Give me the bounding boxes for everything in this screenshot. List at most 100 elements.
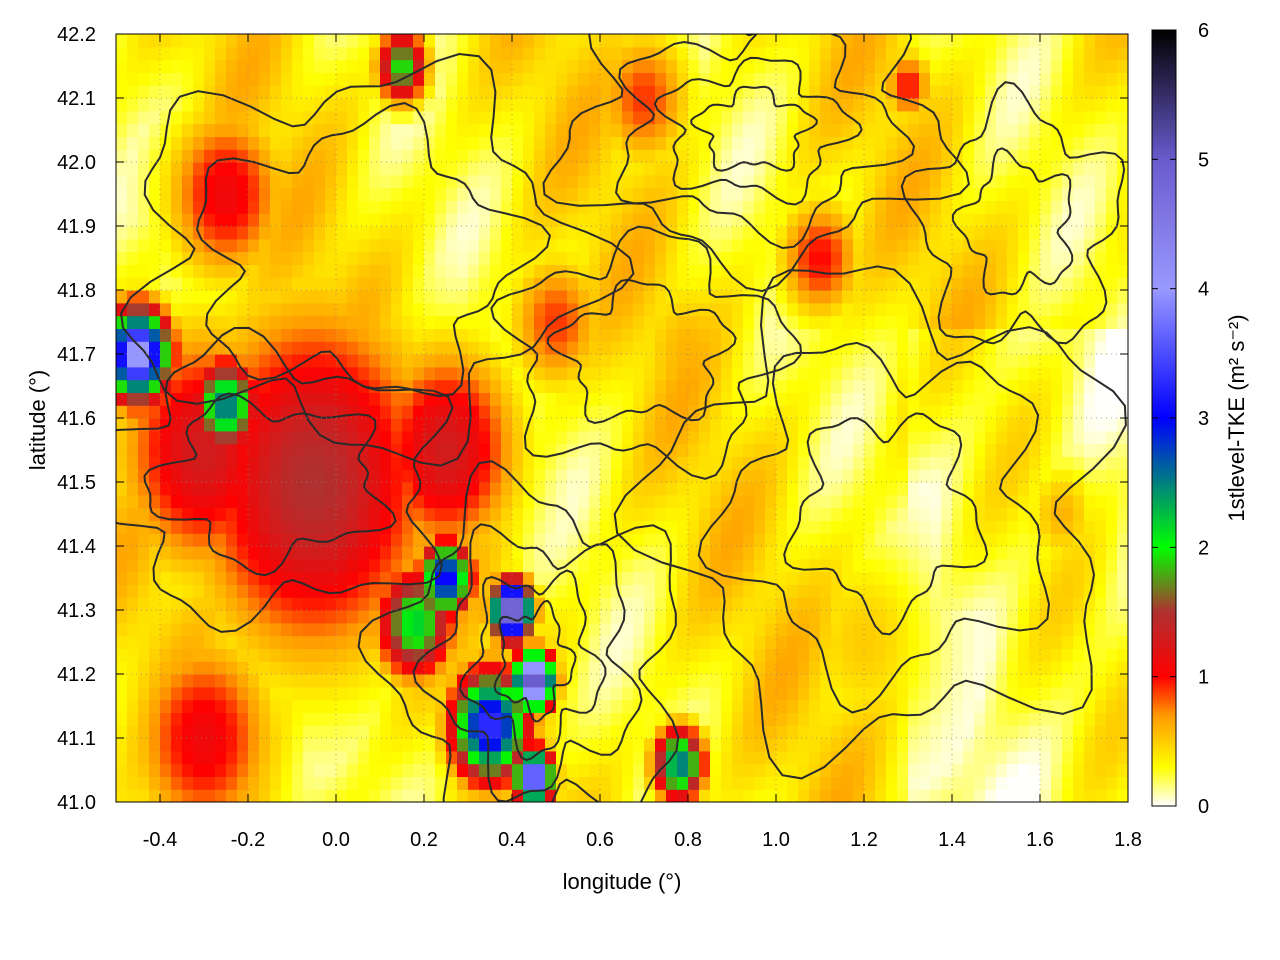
heatmap-cell: [754, 699, 766, 713]
heatmap-cell: [710, 187, 722, 201]
heatmap-cell: [204, 136, 216, 150]
heatmap-cell: [336, 469, 348, 483]
heatmap-cell: [545, 712, 557, 726]
heatmap-cell: [941, 174, 953, 189]
heatmap-cell: [1051, 174, 1063, 189]
heatmap-cell: [622, 392, 634, 406]
heatmap-cell: [435, 315, 447, 329]
heatmap-cell: [875, 341, 887, 355]
heatmap-cell: [611, 558, 623, 573]
heatmap-cell: [798, 405, 810, 419]
heatmap-cell: [644, 174, 656, 189]
heatmap-cell: [776, 226, 788, 240]
heatmap-cell: [171, 251, 183, 265]
heatmap-cell: [754, 149, 766, 163]
heatmap-cell: [1062, 750, 1074, 765]
heatmap-cell: [842, 392, 854, 406]
heatmap-cell: [424, 494, 436, 509]
heatmap-cell: [435, 187, 447, 201]
heatmap-cell: [875, 200, 887, 214]
heatmap-cell: [127, 571, 139, 585]
heatmap-cell: [567, 213, 579, 227]
heatmap-cell: [974, 725, 986, 739]
heatmap-cell: [655, 174, 667, 189]
heatmap-cell: [303, 622, 315, 637]
heatmap-cell: [578, 469, 590, 483]
heatmap-cell: [369, 341, 381, 355]
heatmap-cell: [842, 251, 854, 265]
heatmap-cell: [336, 366, 348, 381]
heatmap-cell: [853, 392, 865, 406]
heatmap-cell: [336, 302, 348, 317]
heatmap-cell: [523, 149, 535, 163]
heatmap-cell: [358, 110, 370, 125]
heatmap-cell: [842, 123, 854, 137]
heatmap-cell: [952, 418, 964, 432]
heatmap-cell: [820, 136, 832, 150]
heatmap-cell: [864, 789, 876, 802]
heatmap-cell: [336, 494, 348, 509]
heatmap-cell: [369, 392, 381, 406]
heatmap-cell: [446, 187, 458, 201]
heatmap-cell: [138, 290, 150, 304]
heatmap-cell: [666, 584, 678, 598]
heatmap-cell: [677, 494, 689, 509]
heatmap-cell: [391, 494, 403, 509]
heatmap-cell: [644, 341, 656, 355]
heatmap-cell: [897, 302, 909, 317]
heatmap-cell: [897, 699, 909, 713]
heatmap-cell: [1062, 584, 1074, 598]
heatmap-cell: [842, 507, 854, 521]
heatmap-cell: [864, 162, 876, 176]
heatmap-cell: [501, 648, 513, 662]
heatmap-cell: [138, 149, 150, 163]
heatmap-cell: [853, 110, 865, 125]
heatmap-cell: [237, 302, 249, 317]
heatmap-cell: [391, 789, 403, 802]
heatmap-cell: [996, 277, 1008, 291]
heatmap-cell: [1051, 290, 1063, 304]
heatmap-cell: [622, 776, 634, 790]
heatmap-cell: [611, 494, 623, 509]
heatmap-cell: [545, 699, 557, 713]
heatmap-cell: [776, 123, 788, 137]
heatmap-cell: [479, 712, 491, 726]
heatmap-cell: [512, 622, 524, 637]
heatmap-cell: [204, 610, 216, 624]
heatmap-cell: [303, 379, 315, 393]
heatmap-cell: [369, 597, 381, 611]
heatmap-cell: [930, 507, 942, 521]
heatmap-cell: [215, 430, 227, 445]
heatmap-cell: [424, 136, 436, 150]
heatmap-cell: [897, 750, 909, 765]
heatmap-cell: [1062, 418, 1074, 432]
heatmap-cell: [831, 443, 843, 457]
heatmap-cell: [545, 686, 557, 701]
heatmap-cell: [1051, 584, 1063, 598]
heatmap-cell: [842, 494, 854, 509]
heatmap-cell: [171, 149, 183, 163]
heatmap-cell: [336, 456, 348, 470]
heatmap-cell: [1106, 174, 1118, 189]
heatmap-cell: [589, 482, 601, 496]
heatmap-cell: [424, 712, 436, 726]
heatmap-cell: [1018, 379, 1030, 393]
heatmap-cell: [1117, 328, 1128, 342]
heatmap-cell: [853, 405, 865, 419]
heatmap-cell: [1007, 213, 1019, 227]
heatmap-cell: [787, 674, 799, 688]
heatmap-cell: [160, 584, 172, 598]
heatmap-cell: [281, 533, 293, 547]
heatmap-cell: [446, 686, 458, 701]
heatmap-cell: [1040, 136, 1052, 150]
heatmap-cell: [853, 443, 865, 457]
heatmap-cell: [820, 354, 832, 368]
heatmap-cell: [369, 674, 381, 688]
heatmap-cell: [622, 533, 634, 547]
heatmap-cell: [677, 789, 689, 802]
heatmap-cell: [908, 174, 920, 189]
heatmap-cell: [622, 290, 634, 304]
heatmap-cell: [479, 648, 491, 662]
heatmap-cell: [765, 546, 777, 560]
heatmap-cell: [226, 546, 238, 560]
